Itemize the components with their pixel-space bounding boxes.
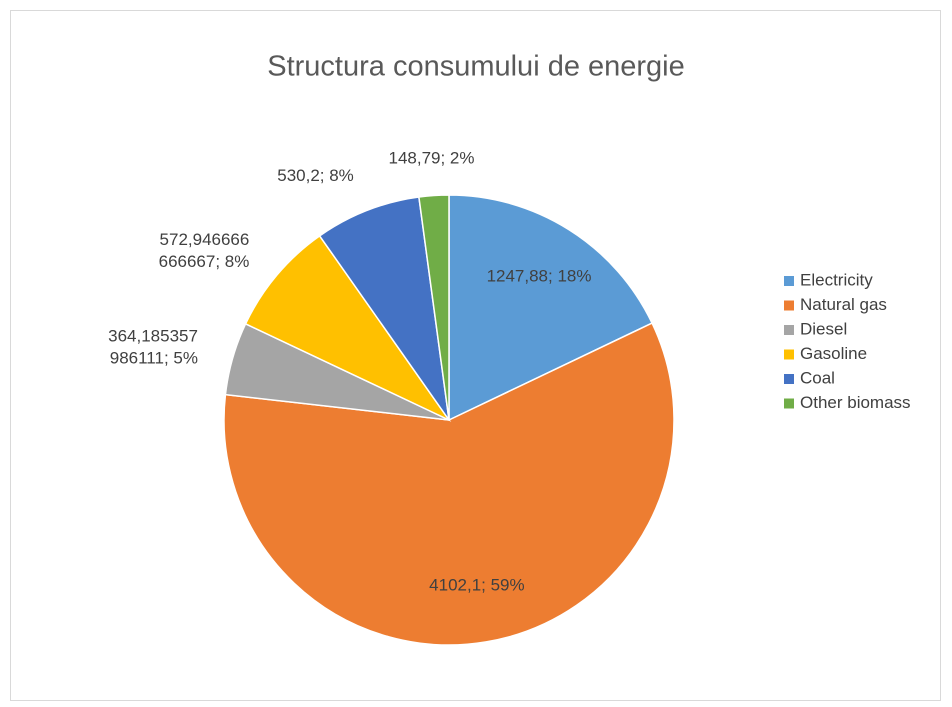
data-label: 572,946666 666667; 8% [159,230,250,271]
legend-label: Diesel [800,319,847,338]
legend-swatch [784,300,794,311]
legend-swatch [784,349,794,360]
data-label-line: 530,2; 8% [277,166,354,185]
data-label: 1247,88; 18% [487,267,592,286]
legend-label: Natural gas [800,295,887,314]
chart-title: Structura consumului de energie [267,51,685,83]
data-label-line: 148,79; 2% [388,149,474,168]
legend-swatch [784,325,794,335]
pie-slice [244,234,452,422]
data-label-line: 666667; 8% [159,252,250,271]
data-label-line: 364,185357 [108,327,198,346]
pie-slice [223,322,675,646]
legend-label: Gasoline [800,344,867,363]
legend-swatch [784,398,794,409]
data-label-line: 4102,1; 59% [429,576,524,595]
data-label-line: 986111; 5% [110,349,198,368]
data-label-line: 1247,88; 18% [487,267,592,286]
data-label: 364,185357 986111; 5% [108,327,198,368]
data-label: 530,2; 8% [277,166,354,185]
data-label-line: 572,946666 [160,230,250,249]
pie-slice [418,194,450,421]
data-label: 4102,1; 59% [429,576,524,595]
legend-label: Electricity [800,270,873,289]
legend-swatch [784,374,794,384]
legend-label: Coal [800,368,835,387]
legend-swatch [784,276,794,286]
pie-slice [318,196,450,421]
pie-slice [448,194,654,422]
data-label: 148,79; 2% [388,149,474,168]
legend-label: Other biomass [800,393,911,412]
